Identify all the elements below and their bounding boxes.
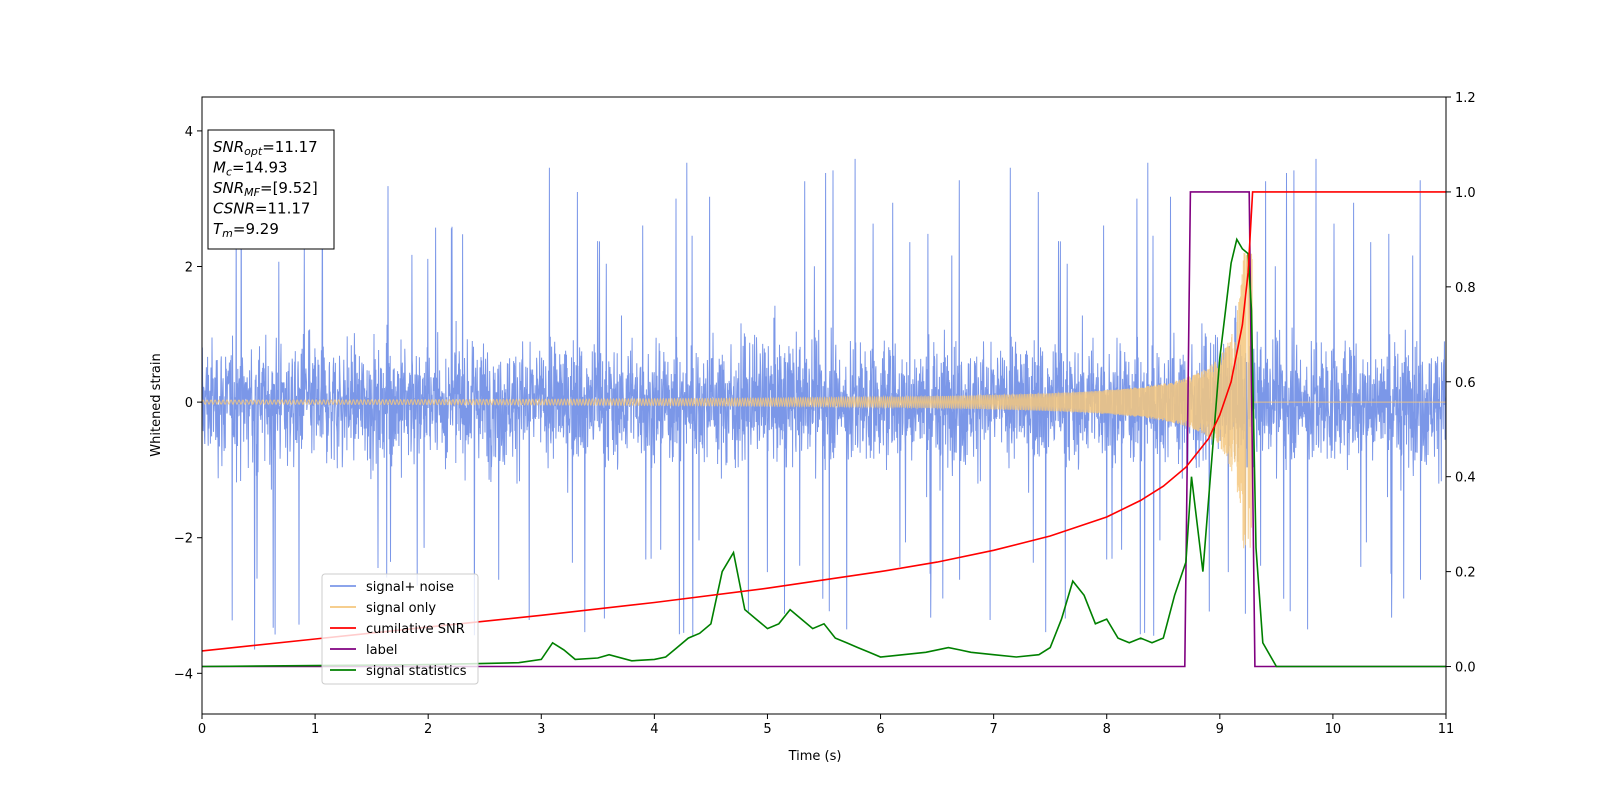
legend-label: signal only	[366, 601, 436, 616]
y2-tick-label: 1.2	[1455, 91, 1476, 106]
y2-tick-label: 0.6	[1455, 376, 1476, 391]
info-box-frame	[207, 129, 335, 250]
x-tick-label: 10	[1325, 722, 1342, 737]
x-tick-label: 11	[1438, 722, 1455, 737]
legend-frame	[321, 573, 479, 685]
axes-frame	[201, 96, 1447, 715]
x-axis-title: Time (s)	[788, 749, 842, 764]
legend-label: label	[366, 643, 397, 658]
axes: 0 1 2 3 4 5 6 7 8 9 10 11 −4 −2 0 2 4 0.0 0.2 0.4 0.6 0.8 1.0 1…	[174, 91, 1476, 737]
x-tick-label: 5	[763, 722, 771, 737]
series-signal-only	[202, 252, 1446, 549]
x-tick-label: 9	[1216, 722, 1224, 737]
info-line: Tm=9.29	[213, 220, 279, 240]
info-line: SNRopt=11.17	[213, 138, 318, 158]
y-tick-label: −4	[174, 667, 193, 682]
y-tick-label: 2	[185, 261, 193, 276]
y-tick-label: −2	[174, 532, 193, 547]
info-line: CSNR=11.17	[213, 200, 310, 218]
y2-tick-label: 0.0	[1455, 661, 1476, 676]
x-tick-label: 0	[198, 722, 206, 737]
x-tick-label: 3	[537, 722, 545, 737]
x-tick-label: 8	[1103, 722, 1111, 737]
legend-label: cumilative SNR	[366, 622, 465, 637]
x-tick-label: 2	[424, 722, 432, 737]
y2-tick-label: 1.0	[1455, 186, 1476, 201]
y2-tick-label: 0.4	[1455, 471, 1476, 486]
y2-tick-label: 0.8	[1455, 281, 1476, 296]
y-tick-label: 4	[185, 125, 193, 140]
info-line: Mc=14.93	[213, 159, 288, 179]
legend-label: signal+ noise	[366, 580, 454, 595]
series-signal-statistics	[202, 237, 1446, 668]
x-tick-label: 4	[650, 722, 658, 737]
legend-label: signal statistics	[366, 664, 467, 679]
y2-tick-label: 0.2	[1455, 566, 1476, 581]
info-box: SNRopt=11.17Mc=14.93SNRMF=[9.52]CSNR=11.…	[207, 129, 335, 250]
series-cumilative-snr	[202, 191, 1446, 652]
x-tick-label: 7	[989, 722, 997, 737]
y-tick-label: 0	[185, 396, 193, 411]
plot-area	[202, 158, 1446, 668]
y-axis-title: Whitened strain	[149, 353, 164, 456]
x-tick-label: 1	[311, 722, 319, 737]
x-tick-label: 6	[876, 722, 884, 737]
legend: signal+ noise signal only cumilative SNR la…	[321, 573, 479, 685]
info-line: SNRMF=[9.52]	[213, 179, 318, 199]
